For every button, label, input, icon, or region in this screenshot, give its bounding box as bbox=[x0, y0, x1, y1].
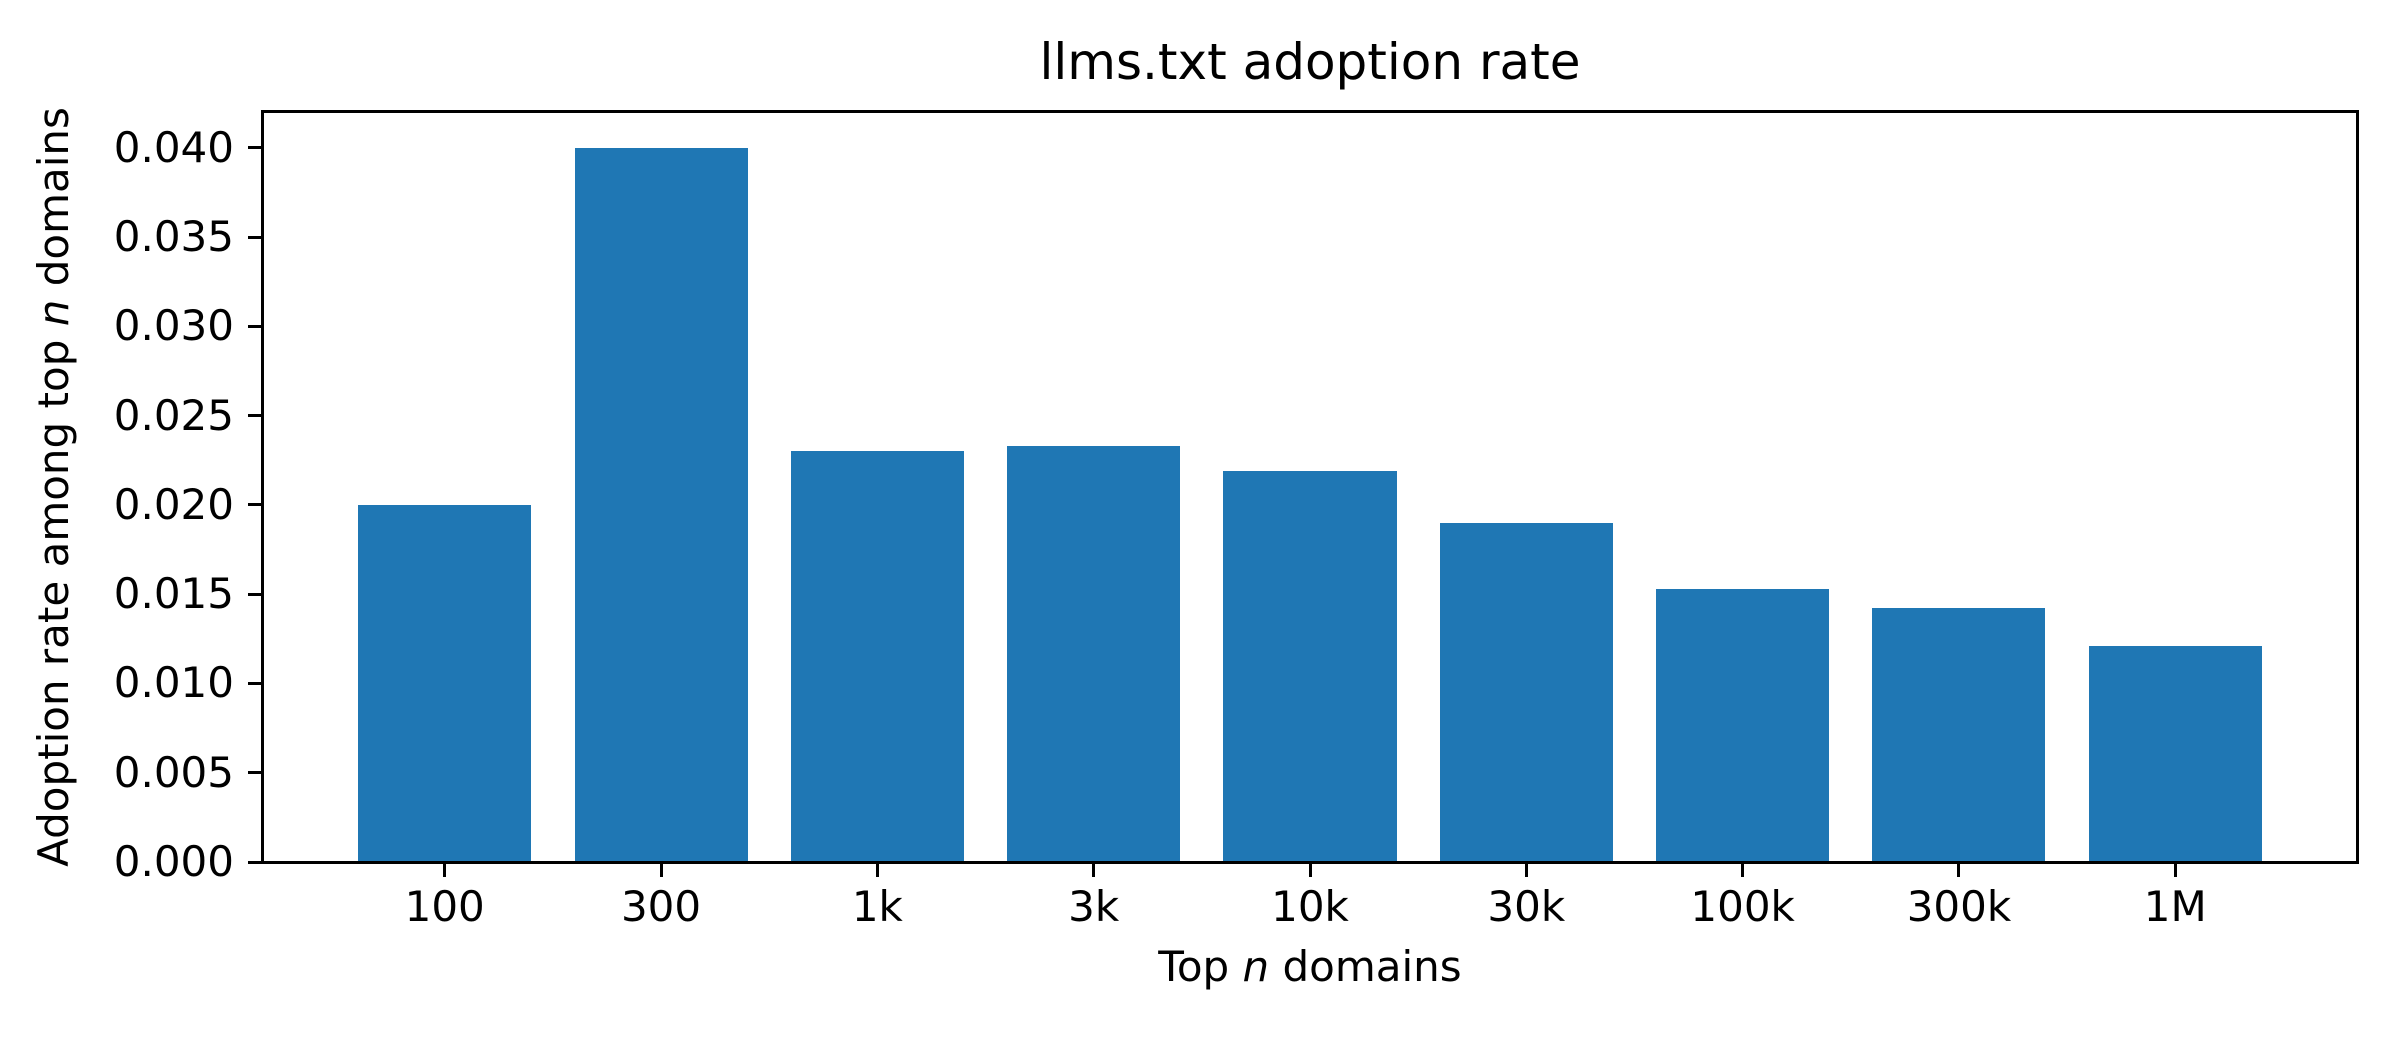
x-tick-label: 100 bbox=[404, 882, 485, 931]
x-tick-mark bbox=[1741, 862, 1745, 877]
x-axis-label-text: domains bbox=[1269, 942, 1462, 991]
y-tick-label: 0.010 bbox=[113, 658, 234, 708]
x-tick-mark bbox=[1524, 862, 1528, 877]
y-tick-label: 0.015 bbox=[113, 569, 234, 619]
y-tick-mark bbox=[248, 681, 263, 685]
x-axis-label-text: Top bbox=[1158, 942, 1243, 991]
y-axis-label-italic-n: n bbox=[29, 299, 78, 327]
y-tick-mark bbox=[248, 235, 263, 239]
bar-100 bbox=[358, 504, 532, 862]
x-tick-mark bbox=[659, 862, 663, 877]
y-tick-label: 0.005 bbox=[113, 747, 234, 797]
y-tick-label: 0.000 bbox=[113, 837, 234, 886]
x-tick-mark bbox=[1308, 862, 1312, 877]
bar-30k bbox=[1439, 522, 1613, 862]
bar-10k bbox=[1223, 470, 1397, 862]
bar-300k bbox=[1872, 608, 2046, 862]
y-tick-label: 0.040 bbox=[113, 122, 234, 172]
y-tick-label: 0.020 bbox=[113, 479, 234, 529]
x-tick-mark bbox=[2173, 862, 2177, 877]
x-axis-label-italic-n: n bbox=[1242, 942, 1270, 991]
bar-1k bbox=[790, 451, 964, 862]
x-tick-label: 1M bbox=[2143, 882, 2207, 931]
y-tick-label: 0.025 bbox=[113, 390, 234, 440]
y-axis-label-text: domains bbox=[29, 107, 78, 300]
x-tick-label: 30k bbox=[1487, 882, 1566, 931]
x-tick-mark bbox=[875, 862, 879, 877]
x-tick-label: 1k bbox=[851, 882, 903, 931]
bar-3k bbox=[1007, 445, 1181, 862]
plot-area: 100 300 1k 3k 10k 30k 100k 300k 1M 0.000 0.005 0.01… bbox=[114, 110, 2359, 928]
x-tick-label: 10k bbox=[1271, 882, 1349, 931]
y-tick-mark bbox=[248, 414, 263, 418]
x-tick-mark bbox=[443, 862, 447, 877]
bar-1M bbox=[2088, 645, 2262, 862]
y-tick-mark bbox=[248, 324, 263, 328]
y-tick-mark bbox=[248, 592, 263, 596]
y-axis-label: Adoption rate among top n domains bbox=[29, 107, 78, 867]
y-tick-mark bbox=[248, 503, 263, 507]
x-axis-label: Top n domains bbox=[263, 946, 2357, 988]
x-tick-label: 3k bbox=[1068, 882, 1120, 931]
x-tick-mark bbox=[1092, 862, 1096, 877]
y-tick-label: 0.035 bbox=[113, 212, 234, 261]
bar-300 bbox=[574, 147, 748, 862]
x-tick-label: 300 bbox=[620, 882, 702, 931]
x-tick-label: 300k bbox=[1906, 882, 2012, 931]
y-tick-mark bbox=[248, 146, 263, 150]
y-tick-mark bbox=[248, 771, 263, 775]
x-tick-label: 100k bbox=[1690, 882, 1795, 931]
y-tick-mark bbox=[248, 860, 263, 864]
y-tick-label: 0.030 bbox=[113, 301, 234, 351]
y-axis-label-text: Adoption rate among top bbox=[29, 326, 78, 867]
bar-100k bbox=[1656, 588, 1830, 862]
x-tick-mark bbox=[1957, 862, 1961, 877]
chart-title: llms.txt adoption rate bbox=[1039, 33, 1581, 91]
